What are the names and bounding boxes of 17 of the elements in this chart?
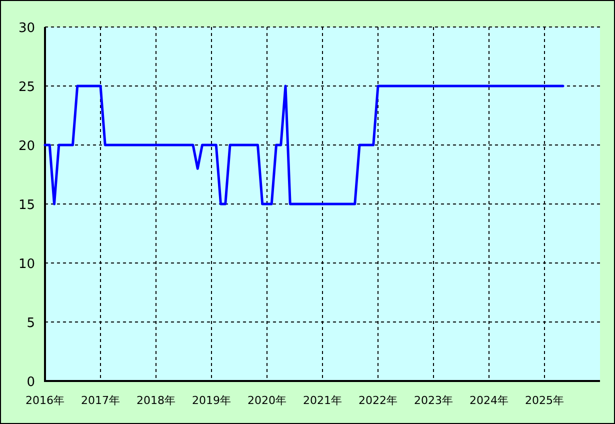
- x-tick-label: 2023年: [414, 394, 453, 407]
- x-tick-label: 2018年: [136, 394, 176, 407]
- x-tick-label: 2025年: [525, 394, 564, 407]
- x-tick-label: 2021年: [303, 394, 342, 407]
- y-tick-label: 20: [18, 139, 35, 154]
- y-tick-label: 25: [18, 80, 35, 95]
- y-tick-label: 10: [18, 257, 35, 272]
- y-tick-label: 5: [26, 316, 35, 331]
- x-tick-label: 2022年: [358, 394, 398, 407]
- y-tick-label: 15: [18, 198, 35, 213]
- x-tick-label: 2017年: [81, 394, 120, 407]
- x-tick-label: 2020年: [248, 394, 286, 407]
- y-tick-label: 30: [18, 21, 35, 36]
- x-tick-label: 2019年: [192, 394, 231, 407]
- y-tick-label: 0: [26, 375, 35, 390]
- x-tick-label: 2016年: [26, 394, 64, 407]
- x-tick-label: 2024年: [470, 394, 508, 407]
